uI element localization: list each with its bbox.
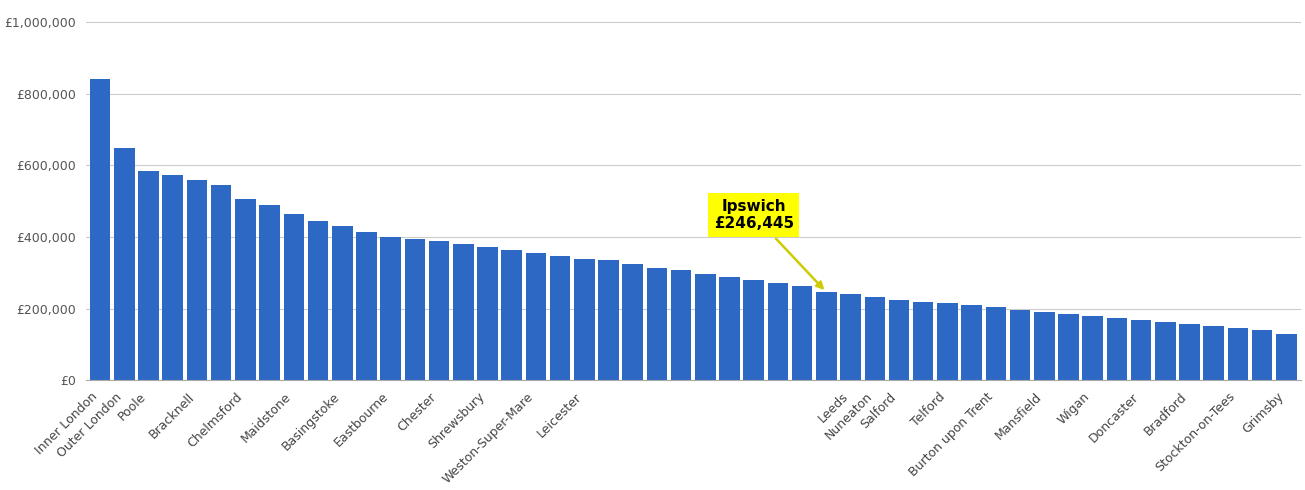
Bar	[429, 242, 449, 380]
Bar	[1203, 326, 1224, 380]
Bar	[211, 185, 231, 380]
Bar	[622, 264, 643, 380]
Bar	[549, 256, 570, 380]
Bar	[501, 250, 522, 380]
Bar	[889, 300, 910, 380]
Bar	[187, 180, 207, 380]
Bar	[380, 237, 401, 380]
Bar	[114, 147, 134, 380]
Bar	[962, 305, 981, 380]
Bar	[138, 171, 159, 380]
Bar	[331, 226, 352, 380]
Bar	[1180, 324, 1199, 380]
Text: Ipswich
£246,445: Ipswich £246,445	[714, 199, 822, 288]
Bar	[1010, 310, 1031, 380]
Bar	[356, 232, 377, 380]
Bar	[260, 205, 279, 380]
Bar	[744, 280, 763, 380]
Bar	[1082, 316, 1103, 380]
Bar	[1228, 328, 1248, 380]
Bar	[235, 199, 256, 380]
Bar	[526, 253, 547, 380]
Bar	[478, 247, 497, 380]
Bar	[1155, 322, 1176, 380]
Bar	[864, 297, 885, 380]
Bar	[671, 270, 692, 380]
Bar	[453, 245, 474, 380]
Bar	[90, 79, 111, 380]
Bar	[1034, 312, 1054, 380]
Bar	[574, 259, 595, 380]
Bar	[1058, 314, 1079, 380]
Bar	[937, 303, 958, 380]
Bar	[163, 175, 183, 380]
Bar	[308, 221, 329, 380]
Bar	[840, 294, 861, 380]
Bar	[816, 292, 837, 380]
Bar	[792, 286, 813, 380]
Bar	[767, 283, 788, 380]
Bar	[405, 239, 425, 380]
Bar	[598, 260, 619, 380]
Bar	[1276, 334, 1297, 380]
Bar	[1251, 330, 1272, 380]
Bar	[985, 307, 1006, 380]
Bar	[283, 214, 304, 380]
Bar	[696, 274, 715, 380]
Bar	[1107, 318, 1128, 380]
Bar	[1130, 320, 1151, 380]
Bar	[913, 302, 933, 380]
Bar	[647, 268, 667, 380]
Bar	[719, 276, 740, 380]
